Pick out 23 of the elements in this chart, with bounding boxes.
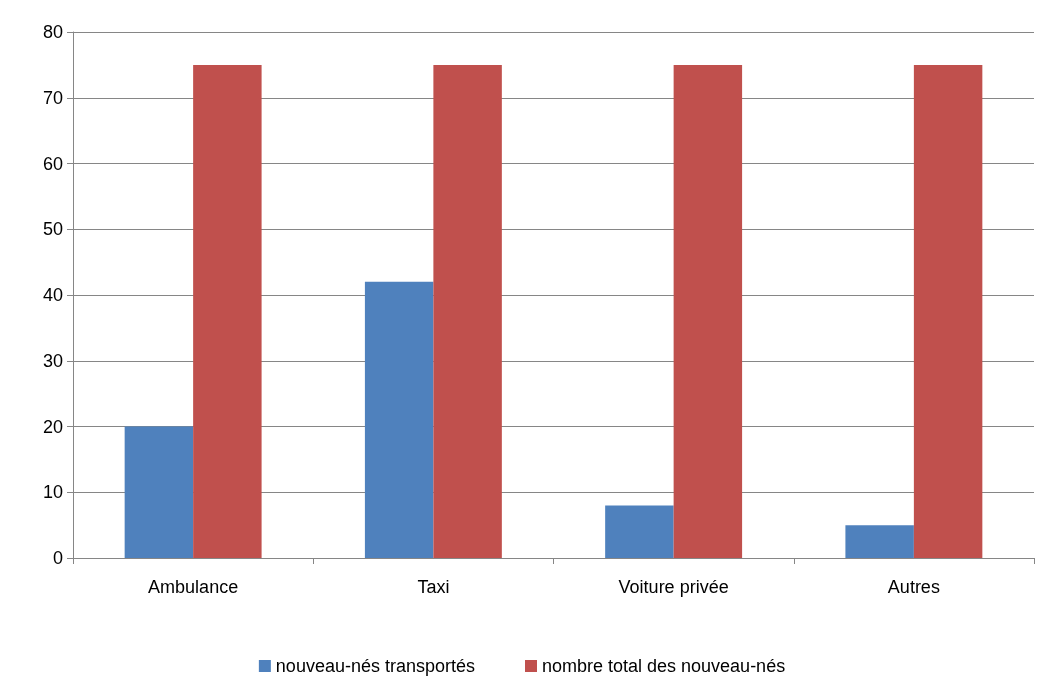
x-tick-label: Autres bbox=[887, 577, 940, 597]
bar bbox=[913, 64, 983, 558]
bar bbox=[193, 64, 262, 558]
y-tick-label: 60 bbox=[42, 153, 63, 174]
x-tick-label: Voiture privée bbox=[618, 577, 729, 597]
bar bbox=[433, 64, 502, 558]
x-tick-label: Ambulance bbox=[148, 577, 239, 597]
bar bbox=[845, 525, 914, 558]
x-tick-label: Taxi bbox=[417, 577, 450, 597]
bar bbox=[124, 426, 194, 558]
y-tick-label: 40 bbox=[42, 285, 63, 305]
legend-label: nouveau-nés transportés bbox=[275, 656, 475, 676]
bar bbox=[605, 505, 674, 558]
legend-label: nombre total des nouveau-nés bbox=[541, 656, 786, 676]
y-tick-label: 80 bbox=[42, 22, 63, 42]
y-tick-label: 70 bbox=[42, 87, 63, 108]
y-tick-label: 20 bbox=[42, 416, 63, 437]
y-tick-label: 0 bbox=[52, 548, 63, 568]
bar bbox=[364, 281, 434, 558]
y-tick-label: 10 bbox=[42, 482, 63, 503]
y-tick-label: 30 bbox=[42, 350, 63, 371]
bar bbox=[673, 64, 743, 558]
y-tick-label: 50 bbox=[42, 219, 63, 240]
